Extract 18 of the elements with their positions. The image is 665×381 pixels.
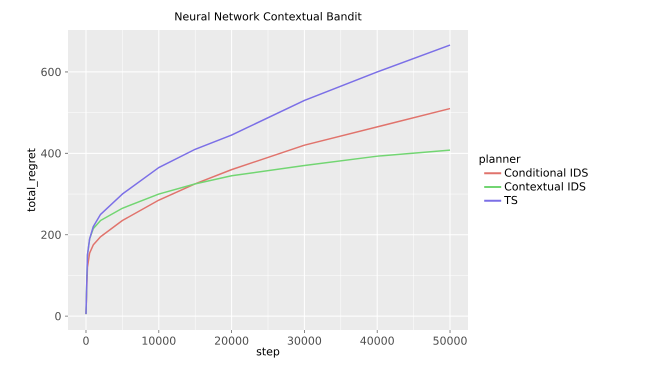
x-axis-title: step: [256, 348, 280, 358]
x-tick-label: 20000: [214, 336, 248, 345]
line-series: [85, 44, 451, 315]
y-tick-label: 400: [41, 149, 61, 158]
legend-label: Conditional IDS: [504, 168, 588, 177]
x-tick-label: 0: [83, 336, 89, 345]
x-tick-label: 30000: [288, 336, 322, 345]
x-tick-label: 40000: [360, 336, 394, 345]
y-axis-title: total_regret: [26, 148, 38, 212]
x-tick-label: 50000: [433, 336, 467, 345]
y-tick-label: 0: [55, 312, 61, 320]
legend-title: planner: [480, 154, 521, 166]
chart-title: Neural Network Contextual Bandit: [175, 12, 362, 20]
y-tick-label: 600: [41, 68, 61, 76]
legend-label: TS: [504, 196, 518, 204]
x-tick-label: 10000: [142, 336, 176, 345]
legend-label: Contextual IDS: [504, 182, 586, 191]
y-tick-label: 200: [41, 230, 61, 239]
